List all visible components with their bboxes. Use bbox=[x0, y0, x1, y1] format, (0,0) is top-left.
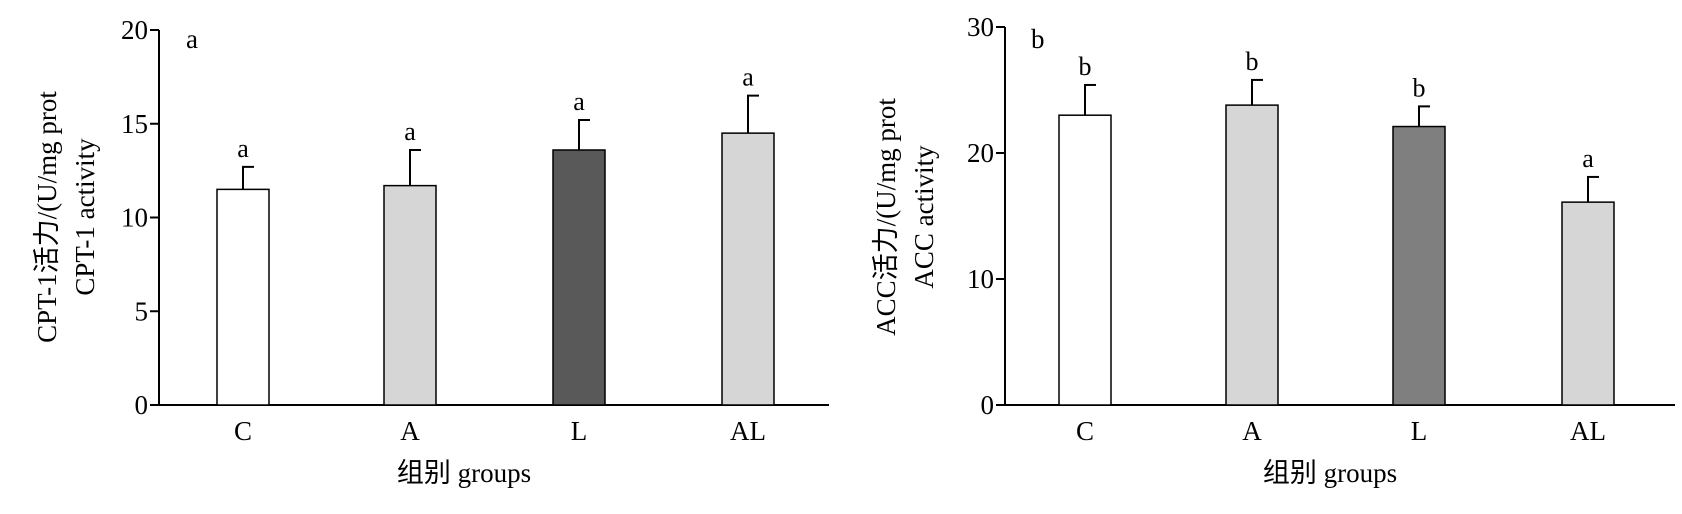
x-axis-title: 组别 groups bbox=[1263, 458, 1397, 488]
x-tick-label: AL bbox=[1570, 416, 1606, 446]
significance-label-A: a bbox=[404, 117, 416, 146]
y-tick-label: 10 bbox=[121, 203, 148, 233]
y-tick-label: 30 bbox=[967, 12, 994, 42]
bar-series: b b b a bbox=[1058, 47, 1615, 406]
y-axis-title-line2: ACC activity bbox=[909, 145, 939, 289]
significance-label-AL: a bbox=[1582, 144, 1594, 173]
x-axis-title: 组别 groups bbox=[397, 458, 531, 488]
significance-label-C: b bbox=[1079, 52, 1092, 81]
x-tick-label: C bbox=[1076, 416, 1094, 446]
panel-label: b bbox=[1031, 24, 1045, 54]
bar-C bbox=[216, 188, 270, 406]
bar-AL bbox=[721, 132, 775, 406]
y-tick-label: 10 bbox=[967, 264, 994, 294]
y-tick-label: 0 bbox=[135, 390, 149, 420]
x-tick-label: C bbox=[234, 416, 252, 446]
y-tick-label: 20 bbox=[967, 138, 994, 168]
y-axis-title-line1: CPT-1活力/(U/mg prot bbox=[32, 91, 62, 343]
y-tick-label: 5 bbox=[135, 296, 149, 326]
y-tick-label: 15 bbox=[121, 109, 148, 139]
significance-label-A: b bbox=[1246, 47, 1259, 76]
bar-series: a a a a bbox=[216, 63, 775, 406]
bar-A bbox=[1225, 104, 1279, 406]
chart-panel-a: a 组别 groups CPT-1活力/(U/mg prot CPT-1 act… bbox=[32, 15, 829, 488]
significance-label-C: a bbox=[237, 134, 249, 163]
panel-label: a bbox=[186, 24, 198, 54]
bar-L bbox=[552, 149, 606, 406]
x-tick-label: L bbox=[1411, 416, 1428, 446]
y-axis-title-line1: ACC活力/(U/mg prot bbox=[871, 98, 901, 336]
x-tick-label: L bbox=[571, 416, 588, 446]
significance-label-L: a bbox=[573, 87, 585, 116]
bar-C bbox=[1058, 114, 1112, 406]
chart-panel-b: b 组别 groups ACC活力/(U/mg prot ACC activit… bbox=[871, 12, 1675, 488]
bar-AL bbox=[1561, 201, 1615, 406]
bar-L bbox=[1392, 125, 1446, 406]
significance-label-L: b bbox=[1413, 73, 1426, 102]
bar-A bbox=[383, 184, 437, 406]
y-axis-title-line2: CPT-1 activity bbox=[70, 138, 100, 296]
x-tick-label: A bbox=[1242, 416, 1262, 446]
y-tick-label: 0 bbox=[981, 390, 995, 420]
y-tick-label: 20 bbox=[121, 15, 148, 45]
x-tick-label: A bbox=[400, 416, 420, 446]
x-tick-label: AL bbox=[730, 416, 766, 446]
significance-label-AL: a bbox=[742, 63, 754, 92]
